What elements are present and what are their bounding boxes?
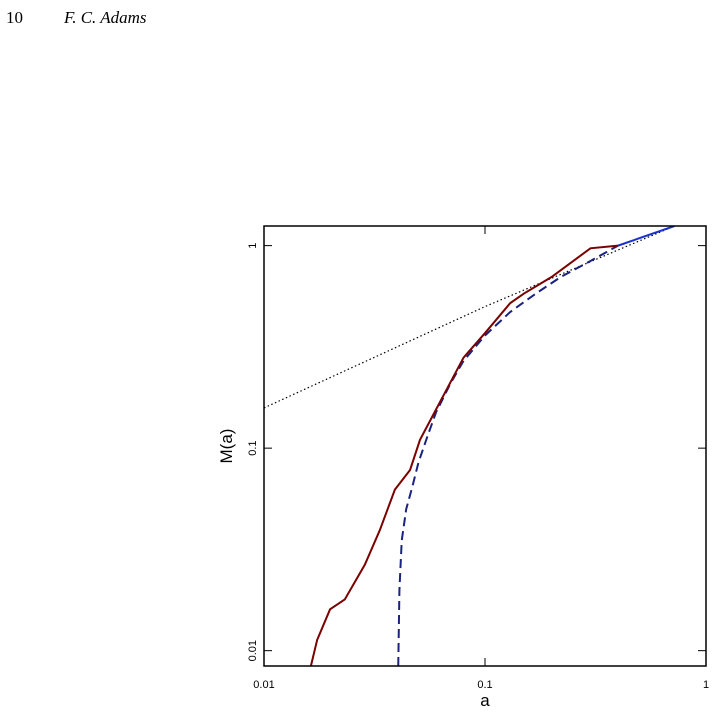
data-line <box>309 244 619 666</box>
y-axis-label: M(a) <box>217 429 236 464</box>
data-line <box>264 226 675 409</box>
running-author: F. C. Adams <box>64 8 147 27</box>
x-tick-label: 0.1 <box>477 679 492 691</box>
x-axis-label: a <box>480 691 490 710</box>
y-tick-label: 0.01 <box>247 640 259 661</box>
y-tick-label: 0.1 <box>247 440 259 455</box>
plot-frame <box>263 225 707 667</box>
page-number: 10 <box>6 8 23 27</box>
x-tick-label: 1 <box>703 679 709 691</box>
y-tick-label: 1 <box>247 243 259 249</box>
data-line <box>397 244 619 666</box>
x-tick-label: 0.01 <box>253 679 274 691</box>
data-line <box>617 226 675 247</box>
